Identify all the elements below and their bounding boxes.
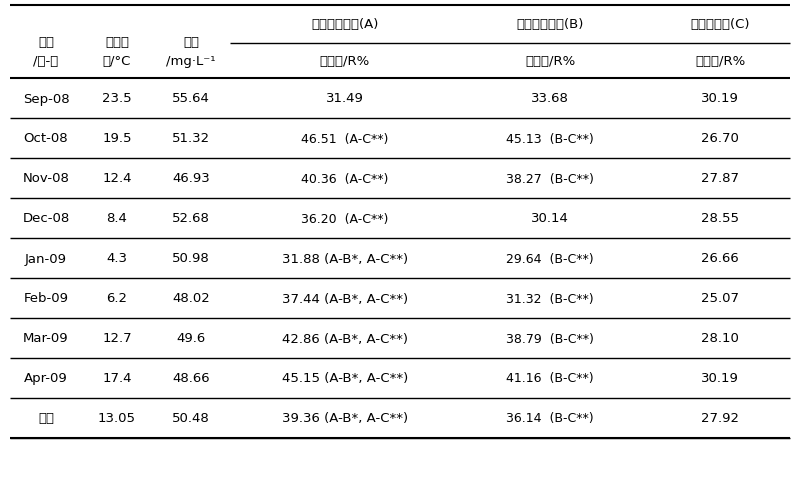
Text: 42.86 (A-B*, A-C**): 42.86 (A-B*, A-C**) <box>282 332 408 345</box>
Text: Nov-08: Nov-08 <box>22 172 70 185</box>
Text: Dec-08: Dec-08 <box>22 212 70 225</box>
Text: 12.7: 12.7 <box>102 332 132 345</box>
Text: 33.68: 33.68 <box>531 92 569 105</box>
Text: /月-年: /月-年 <box>34 55 58 68</box>
Text: 暖季植物模式(B): 暖季植物模式(B) <box>516 18 584 31</box>
Text: 29.64  (B-C**): 29.64 (B-C**) <box>506 252 594 265</box>
Text: Sep-08: Sep-08 <box>22 92 70 105</box>
Text: /mg·L⁻¹: /mg·L⁻¹ <box>166 55 216 68</box>
Text: 51.32: 51.32 <box>172 132 210 145</box>
Text: Oct-08: Oct-08 <box>24 132 68 145</box>
Text: 19.5: 19.5 <box>102 132 132 145</box>
Text: 26.70: 26.70 <box>701 132 739 145</box>
Text: 13.05: 13.05 <box>98 412 136 425</box>
Text: 27.87: 27.87 <box>701 172 739 185</box>
Text: 38.27  (B-C**): 38.27 (B-C**) <box>506 172 594 185</box>
Text: 41.16  (B-C**): 41.16 (B-C**) <box>506 372 594 384</box>
Text: 17.4: 17.4 <box>102 372 132 384</box>
Text: 31.49: 31.49 <box>326 92 364 105</box>
Text: 无植物对照(C): 无植物对照(C) <box>690 18 750 31</box>
Text: 去除率/R%: 去除率/R% <box>525 55 575 68</box>
Text: 平均: 平均 <box>38 412 54 425</box>
Text: 31.32  (B-C**): 31.32 (B-C**) <box>506 292 594 305</box>
Text: 去除率/R%: 去除率/R% <box>320 55 370 68</box>
Text: 48.66: 48.66 <box>172 372 210 384</box>
Text: 28.10: 28.10 <box>701 332 739 345</box>
Text: Feb-09: Feb-09 <box>23 292 69 305</box>
Text: 36.14  (B-C**): 36.14 (B-C**) <box>506 412 594 425</box>
Text: 23.5: 23.5 <box>102 92 132 105</box>
Text: 4.3: 4.3 <box>106 252 127 265</box>
Text: 45.13  (B-C**): 45.13 (B-C**) <box>506 132 594 145</box>
Text: 36.20  (A-C**): 36.20 (A-C**) <box>302 212 389 225</box>
Text: 30.19: 30.19 <box>701 372 739 384</box>
Text: 48.02: 48.02 <box>172 292 210 305</box>
Text: 26.66: 26.66 <box>701 252 739 265</box>
Text: 49.6: 49.6 <box>176 332 206 345</box>
Text: 12.4: 12.4 <box>102 172 132 185</box>
Text: 30.19: 30.19 <box>701 92 739 105</box>
Text: 46.51  (A-C**): 46.51 (A-C**) <box>302 132 389 145</box>
Text: 30.14: 30.14 <box>531 212 569 225</box>
Text: 45.15 (A-B*, A-C**): 45.15 (A-B*, A-C**) <box>282 372 408 384</box>
Text: 27.92: 27.92 <box>701 412 739 425</box>
Text: 31.88 (A-B*, A-C**): 31.88 (A-B*, A-C**) <box>282 252 408 265</box>
Text: 39.36 (A-B*, A-C**): 39.36 (A-B*, A-C**) <box>282 412 408 425</box>
Text: 28.55: 28.55 <box>701 212 739 225</box>
Text: 46.93: 46.93 <box>172 172 210 185</box>
Text: Mar-09: Mar-09 <box>23 332 69 345</box>
Text: 度/°C: 度/°C <box>103 55 131 68</box>
Text: 25.07: 25.07 <box>701 292 739 305</box>
Text: 55.64: 55.64 <box>172 92 210 105</box>
Text: 8.4: 8.4 <box>106 212 127 225</box>
Text: 52.68: 52.68 <box>172 212 210 225</box>
Text: 去除率/R%: 去除率/R% <box>695 55 745 68</box>
Text: Apr-09: Apr-09 <box>24 372 68 384</box>
Text: 平均温: 平均温 <box>105 36 129 49</box>
Text: 时间: 时间 <box>38 36 54 49</box>
Text: 进水: 进水 <box>183 36 199 49</box>
Text: 6.2: 6.2 <box>106 292 127 305</box>
Text: 38.79  (B-C**): 38.79 (B-C**) <box>506 332 594 345</box>
Text: 40.36  (A-C**): 40.36 (A-C**) <box>302 172 389 185</box>
Text: 50.98: 50.98 <box>172 252 210 265</box>
Text: 50.48: 50.48 <box>172 412 210 425</box>
Text: 套种植物模式(A): 套种植物模式(A) <box>311 18 378 31</box>
Text: Jan-09: Jan-09 <box>25 252 67 265</box>
Text: 37.44 (A-B*, A-C**): 37.44 (A-B*, A-C**) <box>282 292 408 305</box>
